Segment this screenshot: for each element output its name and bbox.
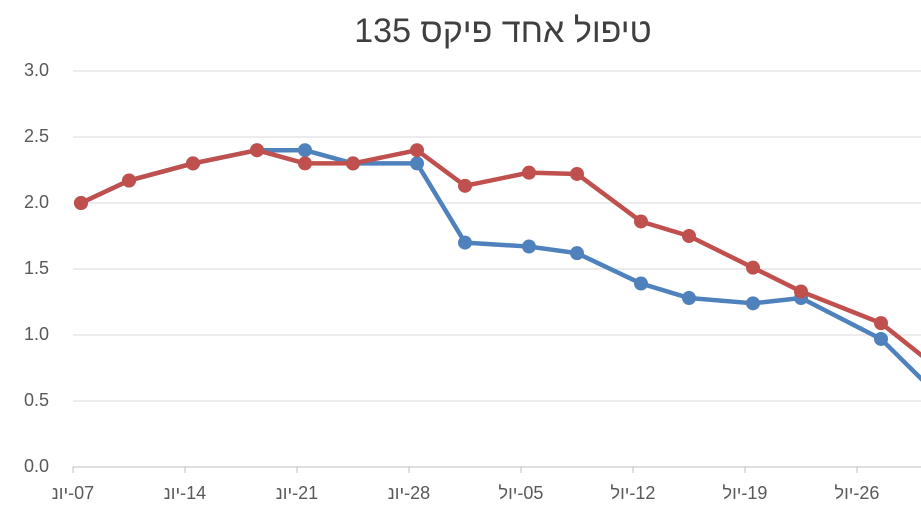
x-tick-label: 14-יונ [164, 483, 206, 503]
data-point [122, 173, 136, 188]
data-point [346, 156, 360, 171]
data-point [794, 284, 808, 299]
y-tick-label: 1.0 [24, 324, 49, 344]
x-tick-label: 07-יונ [52, 483, 94, 503]
y-tick-label: 1.5 [24, 258, 49, 278]
series-line [80, 147, 921, 358]
data-point [570, 166, 584, 181]
data-point [522, 165, 536, 180]
data-point [874, 331, 888, 346]
data-point [410, 143, 424, 158]
data-point [410, 156, 424, 171]
data-point [186, 156, 200, 171]
x-tick-label: 28-יונ [388, 483, 430, 503]
y-tick-label: 2.0 [24, 192, 49, 212]
data-point [74, 196, 88, 210]
x-tick-label: 19-יול [723, 483, 768, 503]
data-point [298, 156, 312, 171]
y-tick-label: 0.5 [24, 390, 49, 410]
data-point [874, 316, 888, 331]
data-point [682, 291, 696, 306]
data-point [634, 214, 648, 229]
data-point [570, 246, 584, 261]
data-point [746, 296, 760, 311]
data-point [634, 276, 648, 291]
data-point [458, 178, 472, 193]
y-tick-label: 0.0 [24, 456, 49, 476]
data-point [682, 229, 696, 243]
x-tick-label: 21-יונ [276, 483, 318, 503]
x-tick-label: 05-יול [499, 483, 544, 503]
series-line [80, 147, 921, 382]
data-point [298, 143, 312, 158]
data-point [458, 235, 472, 250]
data-point [250, 143, 264, 158]
chart-title: טיפול אחד פיקס 135 [354, 12, 652, 50]
x-tick-label: 12-יול [611, 483, 656, 503]
x-tick-label: 26-יול [835, 483, 880, 503]
y-tick-label: 3.0 [24, 60, 49, 80]
data-point [522, 239, 536, 254]
plot-area [74, 143, 921, 382]
y-tick-label: 2.5 [24, 126, 49, 146]
data-point [746, 260, 760, 275]
